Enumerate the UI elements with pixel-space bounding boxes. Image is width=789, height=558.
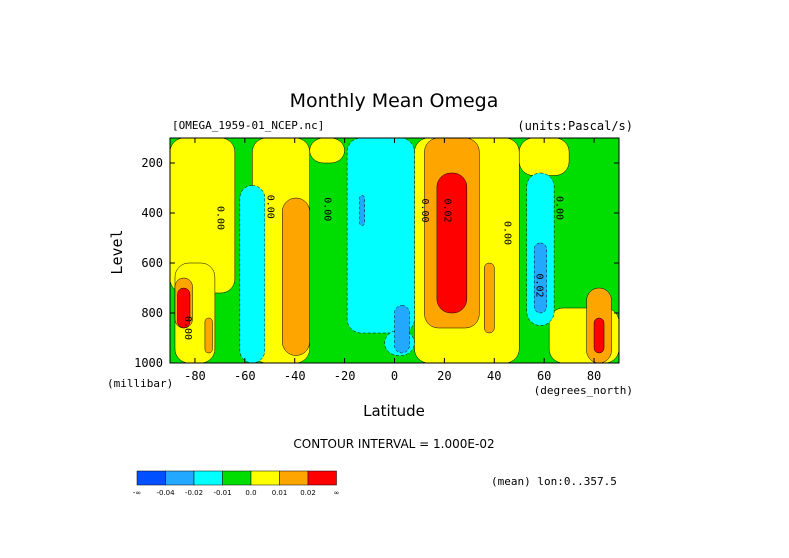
- chart-title: Monthly Mean Omega: [290, 90, 499, 112]
- contour-region-orange: [204, 317, 213, 354]
- colorbar-label: ∞: [334, 489, 340, 497]
- colorbar-swatch: [165, 470, 195, 486]
- x-tick-label: 20: [437, 369, 451, 383]
- x-tick-label: -60: [234, 369, 256, 383]
- colorbar-label: -0.02: [185, 489, 203, 497]
- contour-region-red: [177, 287, 191, 329]
- x-tick-label: -40: [284, 369, 306, 383]
- x-tick-label: 40: [487, 369, 501, 383]
- contour-region-blue: [533, 242, 547, 314]
- x-tick-label: 0: [391, 369, 398, 383]
- contour-region-orange: [282, 197, 310, 356]
- x-tick-label: -80: [184, 369, 206, 383]
- contour-label: 0.00: [554, 196, 565, 220]
- x-axis: -80 -60 -40 -20 0 20 40 60 80: [184, 138, 601, 383]
- y-tick-label: 800: [141, 306, 163, 320]
- contour-label: 0.00: [501, 221, 512, 245]
- x-tick-label: -20: [334, 369, 356, 383]
- contour-label: 0.00: [419, 198, 430, 222]
- x-tick-label: 60: [537, 369, 551, 383]
- contour-label: 0.00: [214, 206, 225, 230]
- colorbar-label: -0.01: [213, 489, 231, 497]
- colorbar: -∞ -0.04 -0.02 -0.01 0.0 0.01 0.02 ∞: [133, 470, 340, 497]
- contour-interval-text: CONTOUR INTERVAL = 1.000E-02: [293, 437, 494, 451]
- contour-label: 0.02: [534, 273, 545, 297]
- colorbar-label: 0.02: [300, 489, 316, 497]
- footer-text: (mean) lon:0..357.5: [491, 475, 617, 488]
- contour-region-orange: [484, 262, 495, 334]
- y-tick-label: 200: [141, 156, 163, 170]
- contour-region-blue: [394, 305, 410, 354]
- dataset-label: [OMEGA_1959-01_NCEP.nc]: [172, 119, 324, 132]
- y-axis-units: (millibar): [107, 377, 173, 390]
- y-tick-label: 400: [141, 206, 163, 220]
- colorbar-label: 0.0: [245, 489, 256, 497]
- colorbar-swatch: [222, 470, 252, 486]
- contour-region-red: [436, 172, 468, 314]
- colorbar-swatch: [279, 470, 309, 486]
- colorbar-swatch: [307, 470, 337, 486]
- contour-label: 0.02: [441, 198, 452, 222]
- y-axis: 200 400 600 800 1000: [134, 156, 619, 370]
- colorbar-swatch: [193, 470, 223, 486]
- contour-region-yellow: [309, 138, 345, 164]
- x-axis-units: (degrees_north): [534, 384, 633, 397]
- colorbar-label: -∞: [133, 489, 141, 497]
- contour-region-cyan: [346, 138, 415, 334]
- colorbar-label: -0.04: [156, 489, 175, 497]
- colorbar-swatch: [250, 470, 280, 486]
- contour-label: 0.00: [182, 316, 193, 340]
- x-tick-label: 80: [587, 369, 601, 383]
- units-label: (units:Pascal/s): [517, 119, 633, 133]
- contour-label-group: 0.00 0.00 0.00 0.00 0.02 0.00 0.02 0.00 0.00: [182, 195, 565, 340]
- y-tick-label: 600: [141, 256, 163, 270]
- colorbar-swatch: [136, 470, 166, 486]
- x-axis-label: Latitude: [363, 402, 425, 420]
- colorbar-label: 0.01: [272, 489, 288, 497]
- contour-region-cyan: [239, 185, 266, 363]
- contour-label: 0.00: [322, 197, 333, 221]
- y-axis-label: Level: [108, 229, 126, 274]
- contour-region-red: [593, 317, 605, 354]
- contour-region-blue: [359, 195, 365, 226]
- contour-region-yellow: [518, 138, 570, 176]
- contour-fill-group: [170, 138, 619, 363]
- y-tick-label: 1000: [134, 356, 163, 370]
- contour-label: 0.00: [264, 195, 275, 219]
